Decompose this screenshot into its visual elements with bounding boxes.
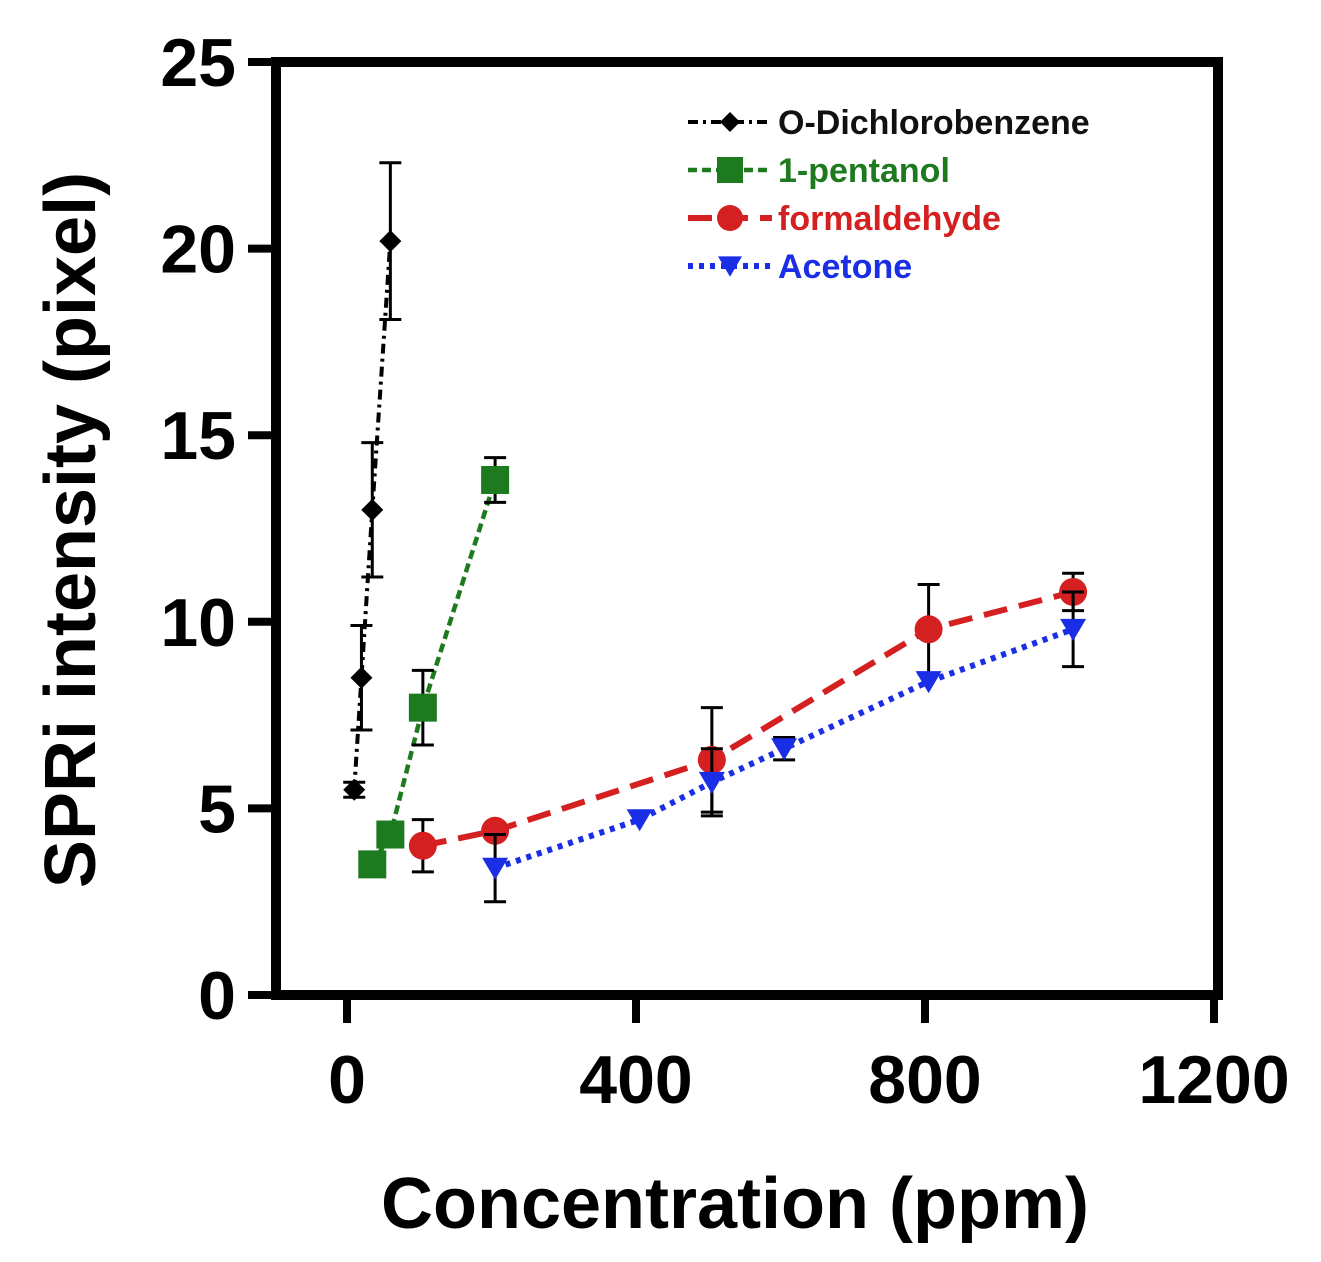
y-tick-label: 10 [160, 585, 236, 661]
x-axis-title: Concentration (ppm) [381, 1164, 1089, 1244]
legend-item: 1-pentanol [688, 152, 950, 190]
plot-area [343, 161, 1088, 904]
data-point [343, 778, 366, 801]
data-point [626, 809, 653, 832]
legend-swatch-marker [720, 112, 740, 132]
data-point [408, 693, 437, 722]
series-line [370, 479, 498, 866]
data-point [481, 465, 510, 494]
series-line [422, 589, 1074, 849]
legend-label: O-Dichlorobenzene [778, 104, 1090, 142]
data-point [481, 816, 510, 845]
y-tick-label: 15 [160, 398, 236, 474]
data-point [361, 498, 384, 521]
legend: O-Dichlorobenzene 1-pentanol formaldehyde A… [688, 104, 1090, 286]
series-1-pentanol [358, 456, 510, 879]
data-point [408, 831, 437, 860]
data-point [379, 230, 402, 253]
legend-label: Acetone [778, 248, 912, 286]
y-tick-label: 20 [160, 212, 236, 288]
data-point [482, 857, 509, 880]
x-tick-label: 1200 [1138, 1042, 1289, 1118]
legend-item: Acetone [688, 248, 912, 286]
series-formaldehyde [408, 571, 1088, 874]
series-line [494, 626, 1075, 871]
legend-item: O-Dichlorobenzene [688, 104, 1090, 142]
x-tick-label: 400 [579, 1042, 692, 1118]
series-line [352, 241, 393, 790]
legend-label: formaldehyde [778, 200, 1001, 238]
y-tick-label: 0 [198, 958, 236, 1034]
data-point [350, 666, 373, 689]
series-o-dichlorobenzene [343, 161, 402, 801]
data-point [1060, 618, 1087, 641]
y-axis-title: SPRi intensity (pixel) [31, 172, 111, 888]
data-point [914, 615, 943, 644]
legend-item: formaldehyde [688, 200, 1001, 238]
legend-swatch-marker [717, 205, 743, 231]
data-point [915, 671, 942, 694]
legend-swatch-marker [717, 157, 743, 183]
plot-frame [271, 57, 1223, 1000]
data-point [698, 771, 725, 794]
y-tick-label: 25 [160, 25, 236, 101]
series-acetone [482, 590, 1087, 904]
x-tick-label: 800 [868, 1042, 981, 1118]
axes: 0 400 800 1200 0 5 10 15 20 25 [160, 25, 1289, 1118]
data-point [358, 850, 387, 879]
x-tick-label: 0 [328, 1042, 366, 1118]
data-point [771, 738, 798, 761]
y-tick-label: 5 [198, 771, 236, 847]
data-point [376, 820, 405, 849]
legend-swatch-marker [718, 256, 742, 277]
legend-label: 1-pentanol [778, 152, 950, 190]
